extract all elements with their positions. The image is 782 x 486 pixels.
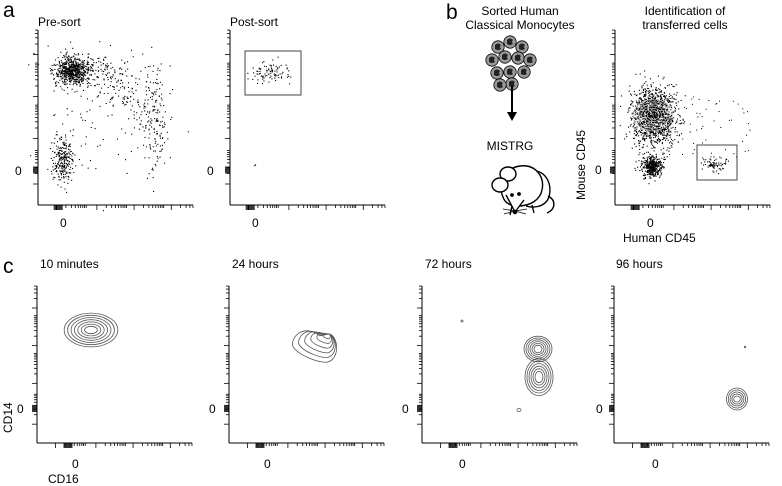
- post-sort-zero-x: 0: [252, 216, 259, 230]
- panel-letter-a: a: [3, 0, 15, 22]
- panel-letter-c: c: [3, 255, 14, 278]
- pre-sort-title: Pre-sort: [38, 15, 81, 29]
- post-sort-zero-y: 0: [207, 164, 214, 178]
- post-sort-title: Post-sort: [230, 15, 279, 29]
- identification-title-line1: Identification of: [644, 4, 726, 18]
- c-plot-2: [224, 285, 385, 448]
- monocyte-cluster-icon: [485, 35, 537, 92]
- mistrg-label: MISTRG: [486, 139, 534, 153]
- post-sort-gate: [244, 50, 302, 96]
- c-ticks: [417, 285, 578, 448]
- mouse-icon: [491, 165, 555, 216]
- down-arrow-icon: [507, 86, 517, 121]
- c-plot-1: [32, 285, 193, 448]
- b-plot-density: [619, 70, 751, 185]
- b-plot: [610, 29, 771, 210]
- c-contours: [726, 345, 748, 411]
- b-xlabel: Human CD45: [623, 231, 696, 245]
- c3-zero-y: 0: [402, 402, 409, 416]
- cells-label-line2: Classical Monocytes: [465, 18, 575, 32]
- c-ticks: [32, 285, 193, 448]
- c1-zero-x: 0: [72, 457, 79, 471]
- c-ticks: [609, 285, 770, 448]
- c1-zero-y: 0: [17, 402, 24, 416]
- panel-letter-b: b: [446, 1, 458, 24]
- c2-zero-y: 0: [209, 402, 216, 416]
- cells-label-line1: Sorted Human: [481, 4, 559, 18]
- c-contours: [460, 319, 554, 412]
- c-plots: [32, 285, 770, 448]
- c-contours: [63, 312, 119, 348]
- b-plot-zero-x: 0: [647, 216, 654, 230]
- pre-sort-zero-y: 0: [15, 164, 22, 178]
- c4-zero-x: 0: [652, 457, 659, 471]
- c-title-2: 24 hours: [232, 257, 279, 271]
- b-plot-ticks: [610, 29, 771, 210]
- identification-title-line2: transferred cells: [642, 18, 728, 32]
- c4-zero-y: 0: [596, 402, 603, 416]
- c-plot-3: [417, 285, 578, 448]
- pre-sort-zero-x: 0: [60, 216, 67, 230]
- pre-sort-ticks: [33, 29, 194, 210]
- c-ticks: [224, 285, 385, 448]
- c-xlabel: CD16: [48, 472, 79, 486]
- pre-sort-events: [28, 41, 189, 212]
- c3-zero-x: 0: [459, 457, 466, 471]
- post-sort-plot: [225, 29, 386, 210]
- post-sort-events: [247, 56, 292, 167]
- c-title-3: 72 hours: [425, 257, 472, 271]
- b-plot-zero-y: 0: [595, 163, 602, 177]
- c-plot-4: [609, 285, 770, 448]
- identification-title: Identification of transferred cells: [620, 4, 750, 32]
- pre-sort-plot: [28, 29, 194, 212]
- post-sort-ticks: [225, 29, 386, 210]
- c2-zero-x: 0: [264, 457, 271, 471]
- c-title-1: 10 minutes: [40, 257, 99, 271]
- c-contours: [292, 330, 337, 363]
- c-title-4: 96 hours: [616, 257, 663, 271]
- cells-label: Sorted Human Classical Monocytes: [455, 4, 585, 32]
- b-plot-gate: [696, 144, 738, 181]
